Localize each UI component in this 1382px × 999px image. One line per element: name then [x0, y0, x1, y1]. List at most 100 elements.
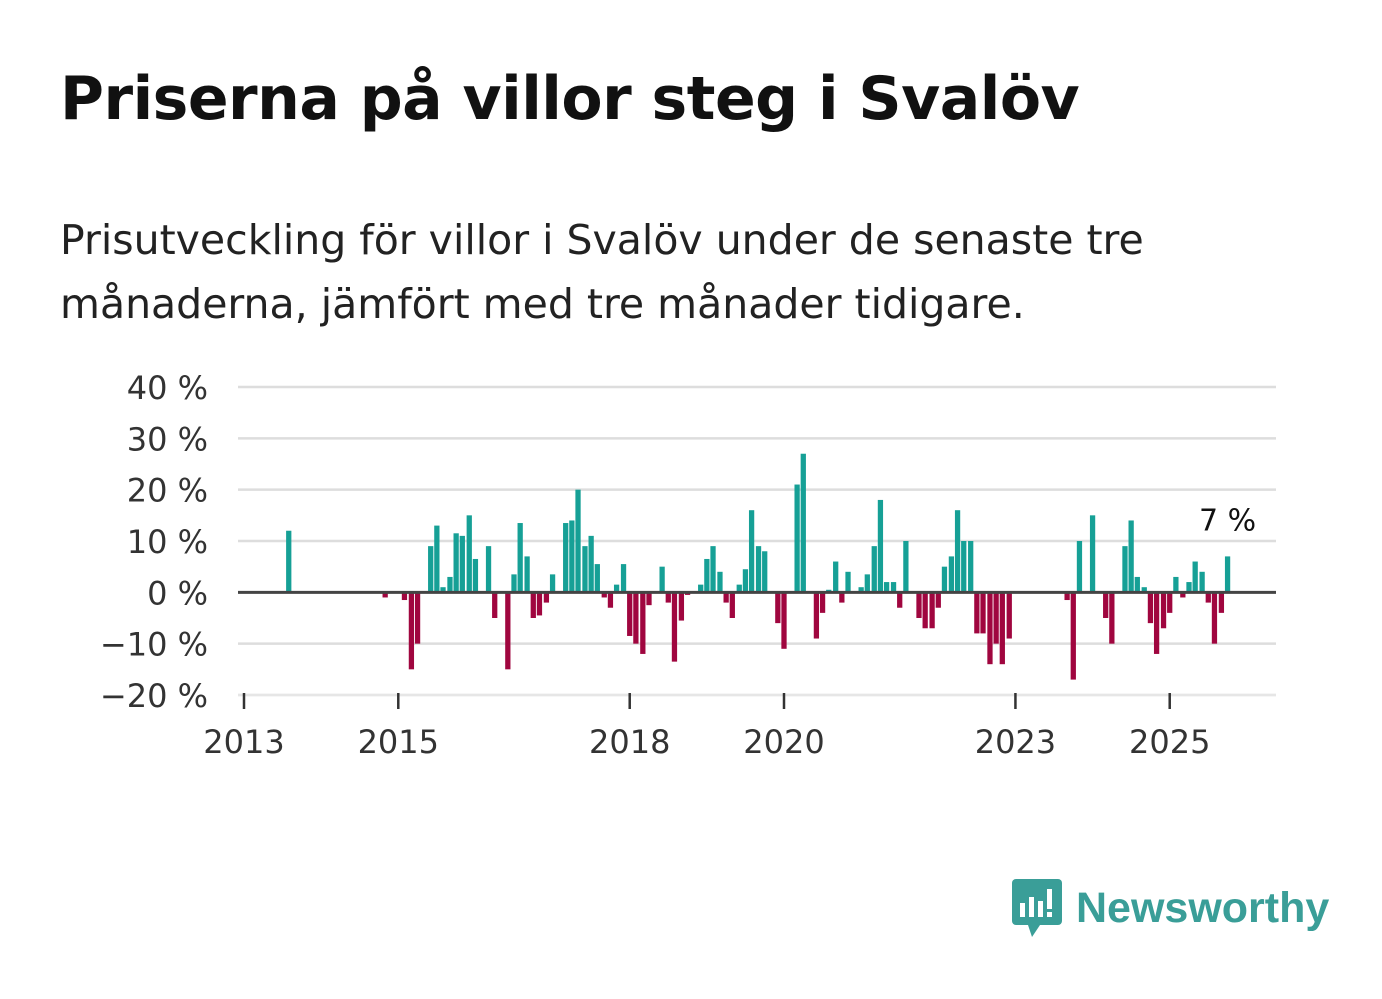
bar [1109, 592, 1115, 644]
bar [434, 525, 440, 593]
bar [563, 523, 569, 593]
bar [723, 592, 729, 603]
bar [1186, 582, 1192, 593]
newsworthy-logo: Newsworthy [1010, 876, 1329, 940]
bar [1006, 592, 1012, 639]
y-tick-label: 40 % [127, 369, 208, 407]
bar [453, 533, 459, 593]
bar [833, 561, 839, 593]
x-tick-label: 2025 [1129, 723, 1210, 761]
bar [748, 510, 755, 593]
chart-subtitle: Prisutveckling för villor i Svalöv under… [60, 216, 1144, 328]
bar [1192, 561, 1198, 593]
bar [517, 523, 523, 593]
y-axis-ticks: 40 % 30 % 20 % 10 % 0 % −10 % −20 % [100, 369, 208, 715]
bar [968, 541, 974, 593]
bar [839, 592, 845, 603]
x-tick-label: 2015 [358, 723, 439, 761]
bar [524, 556, 530, 593]
bar [1128, 520, 1134, 593]
bar [601, 592, 607, 598]
y-tick-label: 30 % [127, 420, 208, 458]
x-tick-label: 2018 [589, 723, 670, 761]
bar [864, 574, 870, 593]
bar [698, 584, 704, 593]
bar [1070, 592, 1076, 680]
last-value-label: 7 % [1199, 503, 1256, 538]
bar [569, 520, 575, 593]
x-tick-label: 2023 [975, 723, 1056, 761]
bar [1141, 587, 1147, 593]
y-tick-label: −10 % [100, 626, 208, 664]
bar [762, 551, 768, 593]
bar [961, 541, 967, 593]
bar [665, 592, 671, 603]
bar [447, 576, 453, 593]
bar [948, 556, 955, 593]
bar [742, 569, 749, 593]
bar [549, 574, 556, 593]
bar [800, 453, 806, 593]
bar [1147, 592, 1154, 624]
x-axis-ticks: 2013 2015 2018 2020 2023 2025 [203, 693, 1276, 761]
newsworthy-logo-icon [1012, 879, 1062, 937]
bar [729, 592, 735, 618]
bar [414, 592, 421, 644]
bar [286, 530, 292, 593]
bar [659, 566, 665, 593]
bar [903, 541, 909, 593]
bar [1089, 515, 1096, 593]
bars [286, 453, 1231, 680]
bar [916, 592, 922, 618]
bar [408, 592, 415, 670]
bar [710, 546, 716, 593]
bar [640, 592, 646, 654]
bar [627, 592, 633, 636]
bar [922, 592, 928, 629]
bar [588, 535, 594, 593]
bar [883, 582, 890, 593]
bar [459, 535, 465, 593]
bar [505, 592, 511, 670]
bar [877, 499, 884, 593]
bar [1167, 592, 1173, 613]
bar [543, 592, 550, 603]
bar [575, 489, 581, 593]
bar [536, 592, 543, 616]
bar [594, 564, 600, 593]
bar [646, 592, 652, 606]
bar [794, 484, 800, 593]
bar [897, 592, 903, 608]
y-tick-label: 20 % [127, 472, 208, 510]
bar [1205, 592, 1211, 603]
bar [1199, 571, 1205, 593]
bar [775, 592, 781, 624]
bar [633, 592, 639, 644]
bar [1122, 546, 1128, 593]
bar [704, 558, 710, 593]
bar [511, 574, 517, 593]
bar [781, 592, 787, 649]
bar [485, 546, 492, 593]
bar [492, 592, 498, 618]
y-tick-label: 10 % [127, 523, 208, 561]
bar [1160, 592, 1167, 629]
bar [980, 592, 986, 634]
bar [620, 564, 627, 593]
bar [678, 592, 685, 621]
bar [671, 592, 678, 662]
bar [871, 546, 877, 593]
gridlines [238, 385, 1276, 697]
bar [1224, 556, 1231, 593]
bar [890, 582, 897, 593]
bar [401, 592, 408, 601]
bar [929, 592, 935, 629]
bar [530, 592, 536, 618]
bar [1064, 592, 1070, 601]
bar [440, 587, 446, 593]
chart-title: Priserna på villor steg i Svalöv [60, 64, 1080, 134]
bar [819, 592, 826, 613]
bar [1180, 592, 1186, 598]
bar [1076, 541, 1083, 593]
bar [993, 592, 999, 644]
